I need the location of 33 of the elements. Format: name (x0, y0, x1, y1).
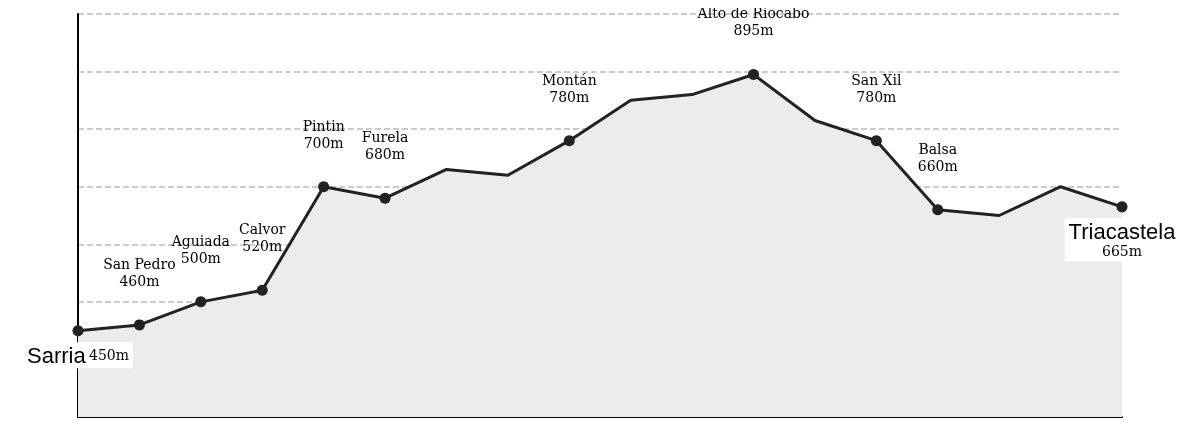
data-label: 665m (1102, 242, 1142, 259)
point (133, 319, 145, 331)
x-tick-label: Calvor (238, 221, 286, 238)
data-label: 780m (549, 88, 590, 105)
data-label: 500m (180, 249, 221, 266)
data-label: 520m (242, 238, 283, 255)
data-label: 700m (303, 134, 344, 151)
x-tick-label: Triacastela (1068, 218, 1177, 244)
data-label: 895m (733, 22, 774, 39)
x-tick-label: Pintin (302, 117, 345, 134)
x-tick-label: Furela (361, 129, 409, 146)
x-tick-label: Alto de Riocabo (696, 5, 810, 22)
data-label: 460m (119, 272, 160, 289)
point (318, 181, 330, 193)
x-tick-label: Sarria (26, 342, 87, 368)
x-tick-label: San Pedro (103, 255, 176, 272)
data-label: 780m (856, 88, 897, 105)
x-tick-label: Montán (541, 71, 597, 88)
point (870, 135, 882, 147)
point (563, 135, 575, 147)
data-label: 680m (365, 146, 406, 163)
x-tick-label: Balsa (918, 140, 958, 157)
data-label: 450m (89, 347, 130, 364)
point (195, 296, 207, 308)
data-label: 660m (917, 157, 958, 174)
x-tick-label: Aguiada (170, 232, 230, 249)
point (256, 284, 268, 296)
point (748, 68, 760, 80)
point (1116, 201, 1128, 213)
point (72, 325, 84, 337)
point (379, 192, 391, 204)
point (932, 204, 944, 216)
x-tick-label: San Xil (851, 71, 903, 88)
